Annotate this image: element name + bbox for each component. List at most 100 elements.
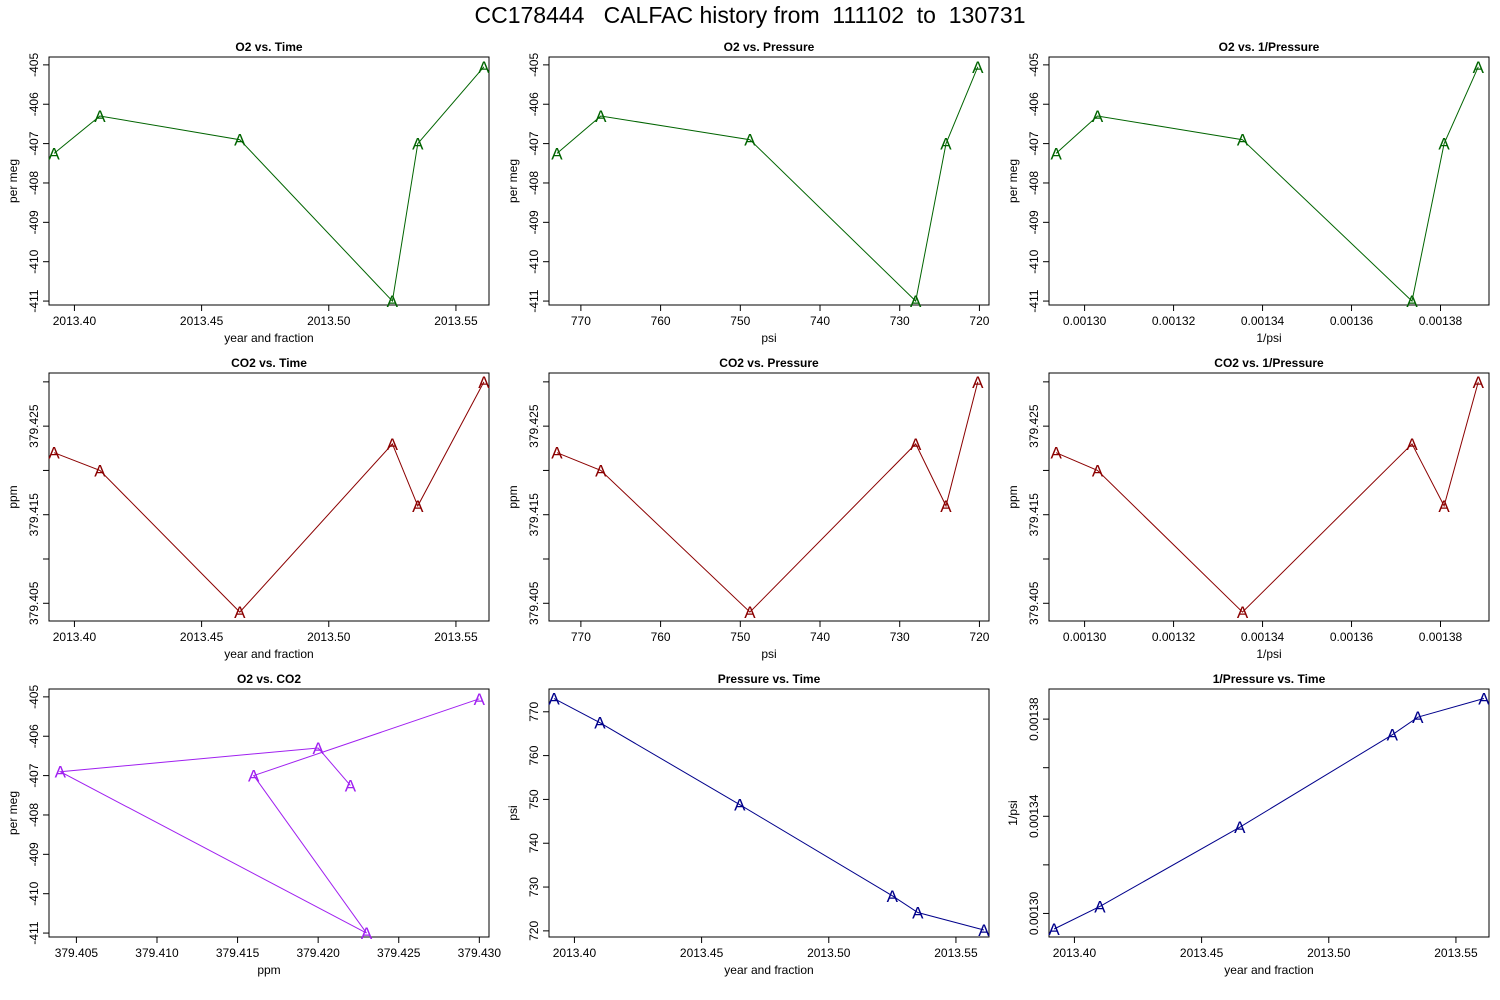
data-point: A — [1438, 135, 1450, 154]
data-point: A — [1406, 292, 1418, 311]
data-point: A — [478, 58, 490, 77]
plot-frame — [1048, 56, 1490, 306]
data-point: A — [744, 131, 756, 150]
y-axis-label: psi — [506, 805, 520, 820]
data-point: A — [1406, 435, 1418, 454]
x-tick-label: 2013.50 — [307, 314, 351, 328]
x-axis-label: year and fraction — [224, 647, 313, 661]
x-axis-label: psi — [761, 331, 776, 345]
y-tick-label: 379.425 — [27, 404, 41, 448]
series-line — [1055, 66, 1479, 303]
x-axis-label: psi — [761, 647, 776, 661]
x-tick-label: 720 — [969, 630, 989, 644]
data-point: A — [910, 435, 922, 454]
y-tick-label: 0.00138 — [1027, 697, 1041, 741]
y-tick-label: 379.405 — [1027, 581, 1041, 625]
data-point: A — [412, 497, 424, 516]
series-line — [53, 381, 485, 613]
y-tick-label: 720 — [527, 921, 541, 941]
x-tick-label: 730 — [890, 630, 910, 644]
data-point: A — [548, 690, 560, 709]
panel-title: Pressure vs. Time — [718, 672, 821, 686]
x-tick-label: 0.00134 — [1241, 630, 1285, 644]
y-axis-label: 1/psi — [1006, 800, 1020, 825]
y-tick-label: -408 — [527, 171, 541, 195]
x-tick-label: 720 — [969, 314, 989, 328]
plot-frame — [48, 56, 490, 306]
panel-title: CO2 vs. Time — [231, 356, 307, 370]
data-point: A — [978, 921, 990, 940]
x-tick-label: 730 — [890, 314, 910, 328]
data-point: A — [1092, 107, 1104, 126]
y-tick-label: 379.425 — [527, 404, 541, 448]
x-axis-label: year and fraction — [224, 331, 313, 345]
panel-9: 1/Pressure vs. Time 2013.40 2013.45 2013.50… — [1006, 672, 1490, 977]
y-tick-label: -411 — [527, 289, 541, 312]
data-point: A — [912, 903, 924, 922]
y-tick-label: -410 — [27, 249, 41, 273]
panel-2: O2 vs. Pressure 770 760 750 740 730 720 psi -411… — [506, 40, 990, 345]
x-tick-label: 2013.55 — [434, 630, 478, 644]
y-tick-label: -406 — [27, 724, 41, 748]
x-tick-label: 0.00138 — [1419, 314, 1463, 328]
x-axis-label: 1/psi — [1256, 331, 1281, 345]
data-point: A — [1050, 144, 1062, 163]
data-point: A — [1048, 920, 1060, 939]
y-tick-label: 379.415 — [527, 493, 541, 537]
x-tick-label: 2013.40 — [1053, 946, 1097, 960]
x-tick-label: 0.00130 — [1063, 314, 1107, 328]
x-tick-label: 740 — [810, 630, 830, 644]
panel-1: O2 vs. Time 2013.40 2013.45 2013.50 2013.55 y… — [6, 40, 490, 345]
x-tick-label: 2013.40 — [53, 630, 97, 644]
x-tick-label: 379.405 — [55, 946, 99, 960]
series-line — [1055, 381, 1479, 613]
plot-frame — [548, 688, 990, 938]
x-tick-label: 379.420 — [296, 946, 340, 960]
data-point: A — [887, 887, 899, 906]
y-tick-label: 760 — [527, 745, 541, 765]
panel-3: O2 vs. 1/Pressure 0.00130 0.00132 0.00134 0.… — [1006, 40, 1490, 345]
y-tick-label: -408 — [27, 803, 41, 827]
x-axis-label: 1/psi — [1256, 647, 1281, 661]
data-point: A — [412, 135, 424, 154]
data-point: A — [48, 144, 60, 163]
data-point: A — [551, 444, 563, 463]
panel-title: CO2 vs. 1/Pressure — [1214, 356, 1324, 370]
data-point: A — [387, 292, 399, 311]
plot-frame — [48, 372, 490, 622]
x-tick-label: 0.00134 — [1241, 314, 1285, 328]
y-tick-label: -410 — [527, 249, 541, 273]
data-point: A — [1412, 708, 1424, 727]
series-line — [53, 66, 485, 303]
y-tick-label: 379.415 — [1027, 493, 1041, 537]
x-tick-label: 379.415 — [216, 946, 260, 960]
data-point: A — [940, 135, 952, 154]
y-axis-label: ppm — [1006, 485, 1020, 508]
data-point: A — [474, 690, 486, 709]
y-tick-label: 379.405 — [527, 581, 541, 625]
y-tick-label: 379.405 — [27, 581, 41, 625]
x-tick-label: 2013.45 — [680, 946, 724, 960]
data-point: A — [1473, 373, 1485, 392]
x-tick-label: 750 — [730, 314, 750, 328]
plot-frame — [1048, 688, 1490, 938]
x-tick-label: 750 — [730, 630, 750, 644]
data-point: A — [972, 373, 984, 392]
panel-title: O2 vs. Pressure — [724, 40, 815, 54]
series-line — [553, 698, 985, 931]
x-tick-label: 770 — [571, 630, 591, 644]
x-tick-label: 2013.45 — [180, 314, 224, 328]
panel-6: CO2 vs. 1/Pressure 0.00130 0.00132 0.00134 0… — [1006, 356, 1490, 661]
data-point: A — [940, 497, 952, 516]
y-tick-label: -411 — [27, 921, 41, 944]
series-line — [556, 66, 979, 303]
panel-title: O2 vs. 1/Pressure — [1219, 40, 1320, 54]
x-tick-label: 0.00130 — [1063, 630, 1107, 644]
data-point: A — [1050, 444, 1062, 463]
y-tick-label: 770 — [527, 701, 541, 721]
y-tick-label: 750 — [527, 789, 541, 809]
y-tick-label: -408 — [1027, 171, 1041, 195]
data-point: A — [1237, 131, 1249, 150]
y-axis-label: ppm — [6, 485, 20, 508]
